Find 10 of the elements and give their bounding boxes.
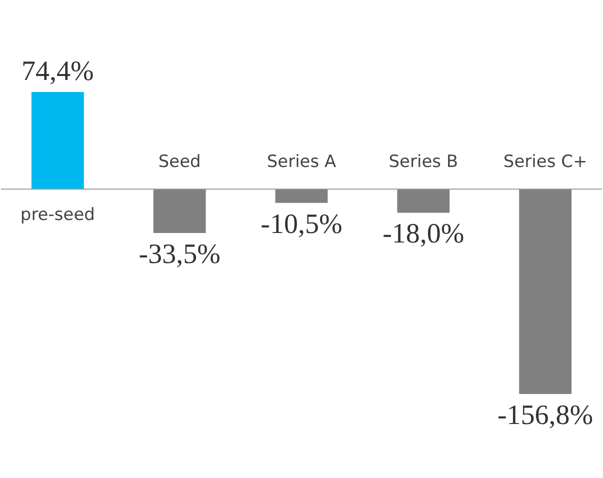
data-label: -10,5% (260, 208, 342, 240)
x-tick-label: Series B (388, 152, 458, 172)
x-tick-label: Series C+ (503, 152, 588, 172)
x-tick-label: Seed (158, 152, 201, 172)
x-tick-label: pre-seed (20, 205, 95, 226)
data-label: -33,5% (138, 238, 220, 270)
data-label: -18,0% (382, 218, 464, 250)
data-label: 74,4% (22, 56, 94, 87)
x-tick-label: Series A (266, 152, 337, 172)
data-label: -156,8% (497, 400, 594, 431)
